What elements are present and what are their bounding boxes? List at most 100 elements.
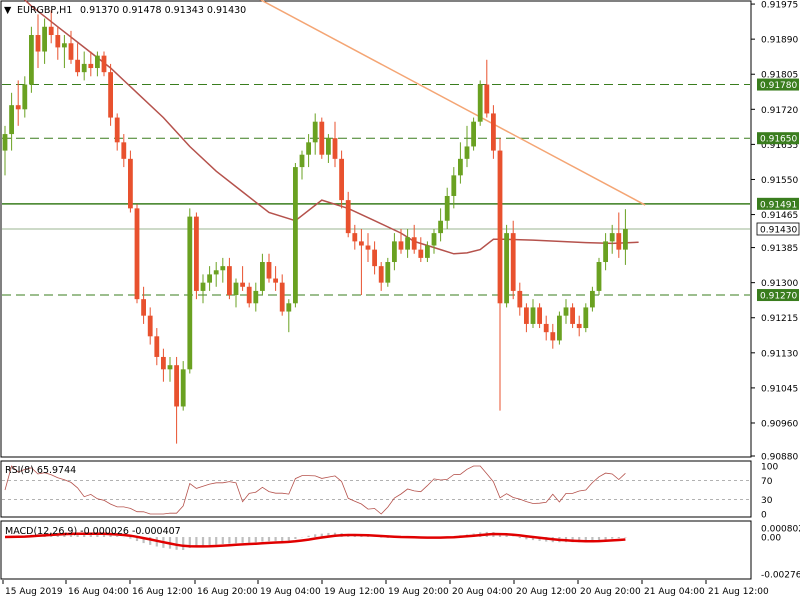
candle-body	[154, 336, 160, 357]
candle-body	[220, 266, 226, 271]
candle-35	[233, 278, 239, 308]
candle-body	[359, 241, 364, 246]
candle-86	[570, 303, 575, 329]
candle-46	[306, 134, 311, 168]
candle-24	[161, 348, 166, 382]
candle-body	[200, 282, 206, 291]
candle-body	[246, 286, 252, 304]
candle-body	[319, 121, 325, 155]
candle-body	[557, 315, 562, 341]
rsi-tick-label: 30	[761, 496, 773, 506]
macd-signal-line	[4, 532, 626, 548]
macd-tick-label: -0.002767	[761, 571, 800, 581]
candle-body	[596, 262, 602, 291]
candle-body	[227, 266, 232, 296]
candle-body	[306, 142, 311, 155]
candle-body	[286, 303, 292, 312]
candle-body	[293, 167, 298, 304]
y-tick-label: 0.91635	[761, 141, 798, 151]
candle-80	[530, 299, 536, 329]
candle-47	[312, 113, 318, 155]
candle-body	[101, 55, 107, 73]
candle-body	[233, 282, 239, 296]
candle-73	[484, 59, 490, 118]
candle-body	[385, 262, 391, 283]
candle-67	[444, 187, 450, 229]
candle-body	[88, 63, 94, 69]
rsi-indicator: 100 70 30 0	[2, 463, 778, 521]
y-tick-label: 0.91550	[761, 176, 798, 186]
candle-58	[385, 257, 391, 287]
macd-tick-label: 0.000802	[761, 525, 800, 535]
y-tick-label: 0.91890	[761, 36, 798, 46]
candle-body	[22, 84, 28, 110]
candle-3	[22, 76, 28, 118]
candle-94	[623, 209, 628, 265]
candle-31	[207, 266, 212, 291]
level-tag-bg	[757, 78, 799, 91]
candle-28	[187, 208, 193, 374]
x-tick-label: 16 Aug 20:00	[197, 587, 258, 597]
macd-tick-label: 0.00	[761, 534, 781, 544]
current-price-tag-label: 0.91430	[760, 226, 797, 236]
candle-85	[563, 299, 569, 324]
candle-1	[9, 92, 14, 151]
candle-body	[378, 266, 384, 283]
candle-8	[55, 26, 61, 60]
candle-body	[510, 233, 516, 291]
y-tick-label: 0.91465	[761, 211, 798, 221]
candle-body	[411, 237, 417, 250]
candle-32	[213, 262, 219, 287]
candle-body	[134, 208, 140, 300]
macd-pane-frame	[0, 520, 752, 580]
level-tag-bg	[757, 289, 799, 302]
candle-12	[81, 51, 87, 81]
candle-38	[253, 282, 259, 312]
candle-body	[398, 241, 404, 250]
y-tick-label: 0.91805	[761, 71, 798, 81]
candle-body	[299, 154, 305, 168]
candle-79	[524, 303, 529, 333]
candle-body	[332, 138, 338, 159]
x-tick-label: 21 Aug 04:00	[644, 587, 705, 597]
x-tick-label: 20 Aug 20:00	[580, 587, 641, 597]
candle-40	[266, 253, 272, 283]
candle-9	[62, 35, 67, 69]
candle-75	[497, 138, 503, 411]
candle-body	[2, 134, 8, 151]
candle-84	[557, 311, 562, 345]
candle-body	[563, 307, 569, 316]
candle-body	[504, 233, 509, 304]
candle-43	[286, 299, 292, 333]
candle-body	[141, 299, 146, 316]
y-tick-label: 0.91300	[761, 279, 798, 289]
candle-5	[35, 14, 41, 69]
candle-59	[392, 233, 397, 271]
candle-42	[279, 274, 285, 316]
candle-body	[609, 233, 615, 242]
candle-body	[365, 245, 371, 250]
candle-77	[510, 220, 516, 300]
candle-body	[431, 233, 437, 246]
candle-10	[68, 30, 74, 64]
candle-body	[108, 72, 113, 118]
candle-25	[167, 356, 173, 382]
candle-82	[543, 315, 549, 341]
collapse-icon[interactable]: ▼	[4, 5, 12, 16]
candle-90	[596, 257, 602, 296]
x-tick-label: 16 Aug 04:00	[68, 587, 129, 597]
candle-body	[187, 216, 193, 370]
rsi-label: RSI(8) 65.9744	[5, 465, 76, 476]
candle-body	[570, 307, 575, 324]
candle-71	[471, 117, 476, 151]
candle-44	[293, 162, 298, 308]
candle-81	[537, 303, 542, 329]
candles	[2, 10, 628, 444]
candle-body	[207, 274, 212, 283]
candle-body	[180, 369, 186, 407]
candle-body	[128, 158, 133, 209]
candle-33	[220, 257, 226, 283]
candle-15	[101, 51, 107, 77]
candle-body	[458, 158, 463, 176]
